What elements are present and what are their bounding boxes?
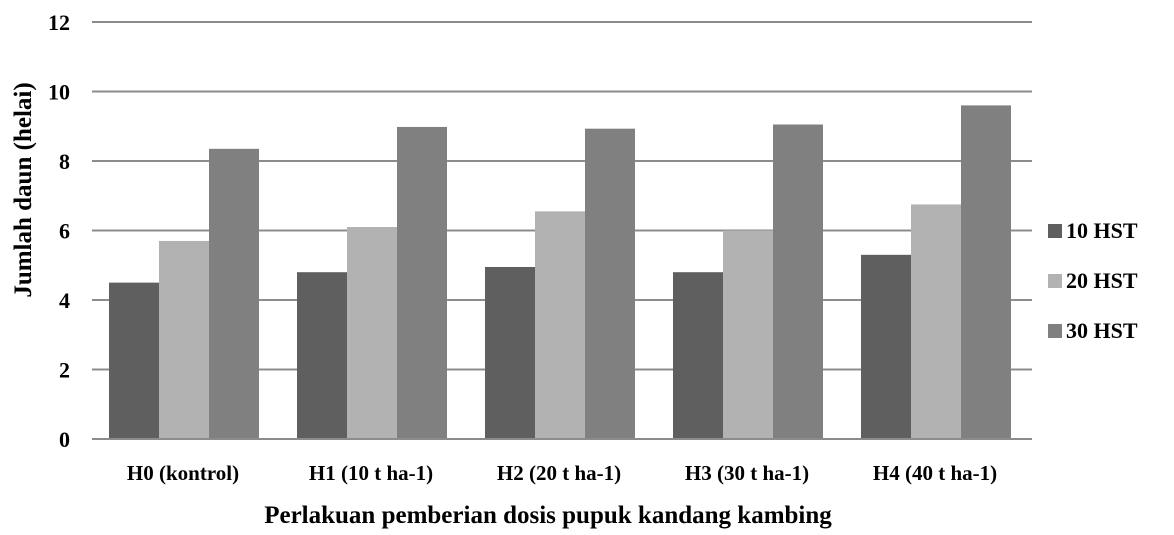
bar-10-hst — [297, 272, 347, 439]
x-axis-title: Perlakuan pemberian dosis pupuk kandang … — [264, 502, 832, 529]
bar-10-hst — [109, 282, 159, 439]
y-tick-label: 12 — [48, 10, 70, 35]
x-tick-label: H1 (10 t ha-1) — [309, 461, 433, 485]
legend-label: 10 HST — [1066, 218, 1138, 243]
bar-20-hst — [911, 204, 961, 439]
bar-20-hst — [159, 240, 209, 439]
legend-label: 30 HST — [1066, 318, 1138, 343]
bar-10-hst — [673, 272, 723, 439]
x-tick-label: H3 (30 t ha-1) — [685, 461, 809, 485]
y-axis-tick-labels: 0 2 4 6 8 10 12 — [48, 10, 70, 452]
category-labels: H0 (kontrol) H1 (10 t ha-1) H2 (20 t ha-1)… — [127, 461, 997, 485]
legend-swatch — [1048, 224, 1062, 238]
x-tick-label: H0 (kontrol) — [127, 461, 239, 485]
y-tick-label: 2 — [59, 358, 70, 383]
bar-30-hst — [585, 128, 635, 439]
y-tick-label: 10 — [48, 80, 70, 105]
bar-10-hst — [861, 254, 911, 439]
legend: 10 HST 20 HST 30 HST — [1048, 218, 1138, 343]
bar-30-hst — [961, 105, 1011, 440]
bar-30-hst — [773, 124, 823, 439]
y-tick-label: 6 — [59, 219, 70, 244]
y-tick-label: 8 — [59, 149, 70, 174]
bar-20-hst — [347, 227, 397, 439]
bar-20-hst — [723, 230, 773, 439]
legend-label: 20 HST — [1066, 268, 1138, 293]
bar-20-hst — [535, 211, 585, 439]
x-tick-label: H2 (20 t ha-1) — [497, 461, 621, 485]
y-tick-label: 4 — [59, 288, 70, 313]
bar-30-hst — [209, 148, 259, 439]
bars — [109, 105, 1011, 440]
y-axis-title: Jumlah daun (helai) — [10, 82, 37, 297]
legend-swatch — [1048, 274, 1062, 288]
legend-swatch — [1048, 324, 1062, 338]
bar-30-hst — [397, 126, 447, 439]
y-tick-label: 0 — [59, 427, 70, 452]
x-tick-label: H4 (40 t ha-1) — [873, 461, 997, 485]
bar-10-hst — [485, 266, 535, 439]
